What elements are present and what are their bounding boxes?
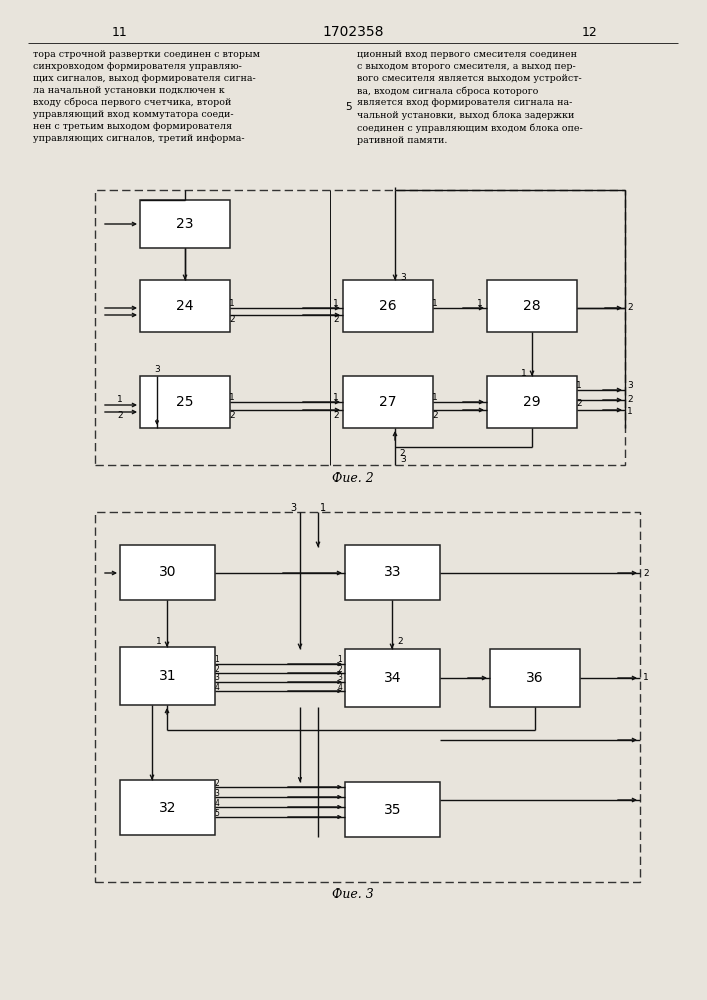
Bar <box>140 376 230 428</box>
Text: 25: 25 <box>176 395 194 409</box>
Text: 2: 2 <box>334 410 339 420</box>
Text: 36: 36 <box>526 671 544 685</box>
Bar <box>345 782 440 837</box>
Text: 12: 12 <box>582 25 598 38</box>
Text: 2: 2 <box>576 399 582 408</box>
Text: 2: 2 <box>229 316 235 324</box>
Bar <box>140 200 230 248</box>
Bar <box>120 647 215 705</box>
Text: 26: 26 <box>379 299 397 313</box>
Text: 1702358: 1702358 <box>322 25 384 39</box>
Text: 2: 2 <box>229 410 235 420</box>
Text: 2: 2 <box>399 448 404 458</box>
Text: 27: 27 <box>379 395 397 409</box>
Text: 2: 2 <box>215 664 219 674</box>
Text: 4: 4 <box>214 798 219 808</box>
Bar <box>140 280 230 332</box>
Text: 2: 2 <box>117 412 123 420</box>
Text: 1: 1 <box>320 503 326 513</box>
Text: 1: 1 <box>432 392 438 401</box>
Bar <box>120 545 215 600</box>
Bar <box>120 780 215 835</box>
Text: 1: 1 <box>432 298 438 308</box>
Bar <box>95 512 640 882</box>
Text: 2: 2 <box>337 664 342 674</box>
Text: 3: 3 <box>154 364 160 373</box>
Text: 5: 5 <box>346 102 352 112</box>
Bar <box>343 280 433 332</box>
Text: 4: 4 <box>214 682 219 692</box>
Bar <box>95 190 625 465</box>
Text: 1: 1 <box>337 656 342 664</box>
Text: 1: 1 <box>156 638 162 647</box>
Text: 23: 23 <box>176 217 194 231</box>
Text: 1: 1 <box>576 381 582 390</box>
Text: 2: 2 <box>215 778 219 788</box>
Text: 32: 32 <box>159 800 176 814</box>
Text: 24: 24 <box>176 299 194 313</box>
Text: тора строчной развертки соединен с вторым
синхровходом формирователя управляю-
щ: тора строчной развертки соединен с вторы… <box>33 50 260 143</box>
Bar <box>487 376 577 428</box>
Text: 31: 31 <box>158 669 176 683</box>
Text: 1: 1 <box>117 395 123 404</box>
Text: 2: 2 <box>397 638 402 647</box>
Text: 3: 3 <box>400 273 406 282</box>
Text: Фие. 2: Фие. 2 <box>332 472 374 485</box>
Bar <box>490 649 580 707</box>
Text: 2: 2 <box>627 304 633 312</box>
Text: 28: 28 <box>523 299 541 313</box>
Text: 3: 3 <box>290 503 296 513</box>
Bar <box>343 376 433 428</box>
Text: Фие. 3: Фие. 3 <box>332 888 374 902</box>
Text: 1: 1 <box>229 392 235 401</box>
Bar <box>487 280 577 332</box>
Text: 3: 3 <box>337 674 342 682</box>
Text: 11: 11 <box>112 25 128 38</box>
Text: 1: 1 <box>333 392 339 401</box>
Text: 2: 2 <box>627 395 633 404</box>
Bar <box>345 649 440 707</box>
Text: 2: 2 <box>334 316 339 324</box>
Text: 3: 3 <box>214 674 219 682</box>
Text: 29: 29 <box>523 395 541 409</box>
Text: 4: 4 <box>337 682 342 692</box>
Text: 1: 1 <box>333 298 339 308</box>
Text: 5: 5 <box>214 808 219 818</box>
Text: 1: 1 <box>215 656 219 664</box>
Text: 33: 33 <box>384 566 402 580</box>
Text: 1: 1 <box>643 674 649 682</box>
Bar <box>345 545 440 600</box>
Text: 3: 3 <box>627 381 633 390</box>
Text: 2: 2 <box>432 410 438 420</box>
Text: 34: 34 <box>384 671 402 685</box>
Text: 1: 1 <box>229 298 235 308</box>
Text: 1: 1 <box>627 408 633 416</box>
Text: 3: 3 <box>214 788 219 798</box>
Text: ционный вход первого смесителя соединен
с выходом второго смесителя, а выход пер: ционный вход первого смесителя соединен … <box>357 50 583 145</box>
Text: 3: 3 <box>400 456 406 464</box>
Text: 2: 2 <box>643 568 648 578</box>
Text: 1: 1 <box>477 298 483 308</box>
Text: 35: 35 <box>384 802 402 816</box>
Text: 30: 30 <box>159 566 176 580</box>
Text: 1: 1 <box>521 369 527 378</box>
